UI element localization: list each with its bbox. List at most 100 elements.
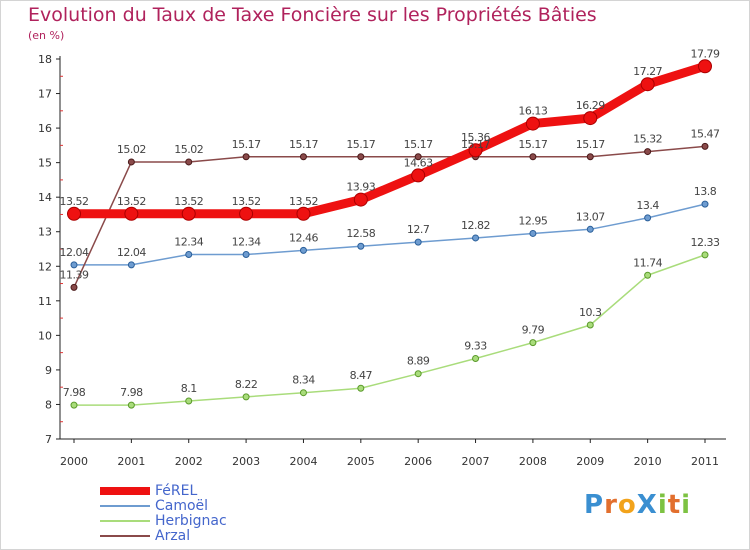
- legend-label: Herbignac: [155, 513, 227, 529]
- data-point: [299, 389, 307, 397]
- logo-letter: r: [604, 490, 618, 520]
- data-point: [242, 251, 250, 259]
- data-label: 12.82: [461, 219, 490, 232]
- data-point: [357, 384, 365, 392]
- logo-letter: o: [617, 490, 637, 520]
- data-point: [357, 242, 365, 250]
- data-label: 13.52: [60, 195, 89, 208]
- data-label: 8.34: [292, 374, 315, 387]
- data-label: 7.98: [63, 386, 86, 399]
- data-point: [414, 153, 422, 161]
- data-point: [127, 261, 135, 269]
- data-point: [701, 200, 709, 208]
- y-tick-label: 7: [45, 433, 52, 446]
- data-point: [525, 116, 540, 131]
- data-point: [644, 271, 652, 279]
- data-point: [701, 251, 709, 259]
- data-label: 14.63: [404, 156, 433, 169]
- x-tick-label: 2003: [232, 455, 260, 468]
- data-label: 16.29: [576, 99, 605, 112]
- data-label: 15.17: [404, 138, 433, 151]
- x-tick-label: 2005: [347, 455, 375, 468]
- data-point: [698, 59, 712, 74]
- data-point: [529, 229, 537, 237]
- series-line-0: [69, 61, 710, 219]
- data-point: [640, 77, 655, 92]
- x-tick-label: 2008: [519, 455, 547, 468]
- data-label: 13.52: [117, 195, 146, 208]
- data-point: [701, 142, 709, 150]
- data-label: 15.02: [117, 143, 146, 156]
- x-tick-label: 2000: [60, 455, 88, 468]
- x-tick-label: 2001: [117, 455, 145, 468]
- logo-letter: P: [584, 490, 605, 520]
- data-label: 12.04: [60, 246, 89, 259]
- data-point: [185, 251, 193, 259]
- legend-swatch: [100, 505, 150, 507]
- data-label: 10.3: [579, 306, 602, 319]
- legend-swatch: [100, 520, 150, 522]
- data-label: 13.8: [694, 185, 717, 198]
- y-tick-label: 11: [38, 295, 52, 308]
- y-tick-label: 17: [38, 88, 52, 101]
- data-label: 12.7: [407, 223, 430, 236]
- data-label: 15.17: [232, 138, 261, 151]
- series-line-1: [73, 203, 706, 266]
- data-point: [242, 153, 250, 161]
- data-label: 12.95: [518, 214, 547, 227]
- x-tick-label: 2006: [404, 455, 432, 468]
- data-point: [529, 339, 537, 347]
- data-point: [353, 192, 368, 207]
- data-point: [414, 238, 422, 246]
- data-point: [411, 168, 426, 183]
- data-label: 13.93: [346, 181, 375, 194]
- data-label: 9.33: [464, 340, 487, 353]
- data-label: 17.79: [691, 47, 720, 60]
- data-point: [472, 355, 480, 363]
- data-label: 15.17: [461, 138, 490, 151]
- data-label: 13.4: [636, 199, 659, 212]
- data-point: [299, 153, 307, 161]
- data-label: 15.17: [346, 138, 375, 151]
- data-point: [124, 206, 139, 221]
- data-label: 15.17: [576, 138, 605, 151]
- data-label: 15.36: [461, 131, 490, 144]
- data-point: [586, 153, 594, 161]
- x-tick-label: 2009: [576, 455, 604, 468]
- data-point: [644, 214, 652, 222]
- chart-subtitle: (en %): [28, 29, 65, 42]
- data-point: [70, 401, 78, 409]
- data-label: 15.17: [289, 138, 318, 151]
- y-tick-label: 12: [38, 260, 52, 273]
- data-point: [472, 234, 480, 242]
- data-point: [181, 206, 196, 221]
- data-label: 8.1: [181, 382, 197, 395]
- logo-letter: X: [636, 490, 658, 520]
- chart-title: Evolution du Taux de Taxe Foncière sur l…: [28, 4, 597, 26]
- data-label: 13.52: [174, 195, 203, 208]
- logo-letter: i: [681, 490, 692, 520]
- data-point: [242, 393, 250, 401]
- data-point: [296, 206, 311, 221]
- y-tick-label: 9: [45, 364, 52, 377]
- data-label: 13.52: [289, 195, 318, 208]
- data-label: 11.39: [60, 268, 89, 281]
- data-label: 9.79: [522, 324, 545, 337]
- data-point: [185, 397, 193, 405]
- data-point: [185, 158, 193, 166]
- data-label: 13.52: [232, 195, 261, 208]
- x-tick-label: 2002: [175, 455, 203, 468]
- data-label: 7.98: [120, 386, 143, 399]
- data-label: 16.13: [518, 105, 547, 118]
- data-label: 15.32: [633, 133, 662, 146]
- series-line-2: [73, 254, 706, 406]
- y-tick-label: 8: [45, 398, 52, 411]
- data-label: 12.04: [117, 246, 146, 259]
- y-tick-label: 10: [38, 329, 52, 342]
- data-point: [468, 143, 483, 158]
- data-label: 12.58: [346, 227, 375, 240]
- data-point: [239, 206, 254, 221]
- data-point: [70, 261, 78, 269]
